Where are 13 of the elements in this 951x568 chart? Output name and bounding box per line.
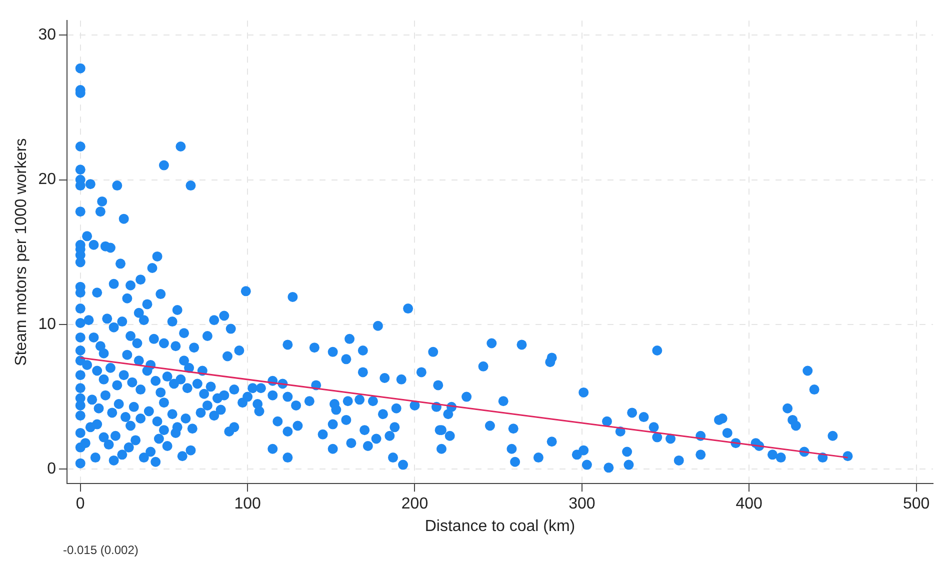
- y-tick-label: 10: [38, 316, 56, 333]
- x-axis-title: Distance to coal (km): [424, 518, 576, 535]
- x-tick-label: 400: [736, 496, 763, 513]
- x-tick-label: 200: [401, 496, 428, 513]
- y-axis-title: Steam motors per 1000 workers: [13, 138, 30, 366]
- text: -0.015 (0.002): [62, 543, 138, 557]
- x-tick-label: 100: [234, 496, 261, 513]
- x-tick-label: 300: [568, 496, 596, 513]
- y-tick-label: 30: [38, 26, 56, 44]
- x-tick-label: 500: [902, 496, 930, 513]
- y-tick-label: 20: [38, 171, 56, 188]
- x-tick-label: 0: [76, 496, 85, 513]
- y-tick-label: 0: [47, 460, 56, 478]
